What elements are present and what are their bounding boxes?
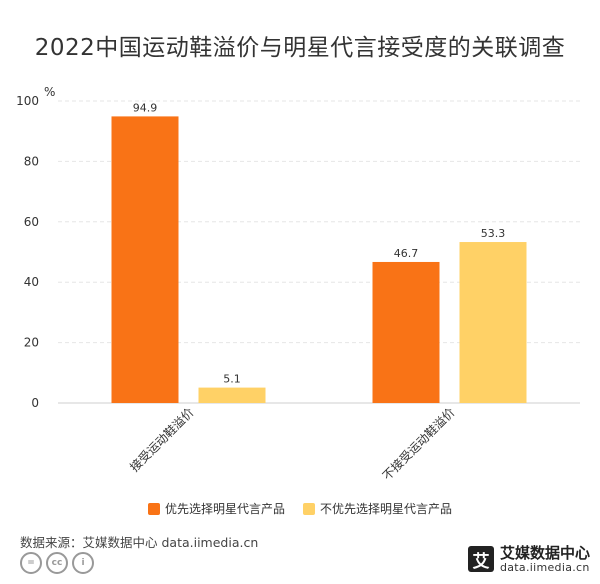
cc-equal-icon: = (20, 552, 42, 574)
x-tick-label: 接受运动鞋溢价 (127, 405, 197, 475)
data-label: 46.7 (394, 247, 419, 260)
legend-label: 不优先选择明星代言产品 (320, 502, 453, 516)
legend-label: 优先选择明星代言产品 (164, 502, 285, 516)
legend-item-series-1: 优先选择明星代言产品 (147, 500, 285, 517)
bar (372, 261, 440, 403)
y-axis-ticks: 0 20 40 60 80 100 (16, 94, 39, 410)
data-label: 94.9 (133, 101, 158, 114)
y-axis-label: % (44, 85, 55, 99)
legend-swatch (303, 502, 315, 515)
data-label: 5.1 (223, 373, 241, 386)
y-tick-label: 0 (31, 396, 39, 410)
legend-item-series-2: 不优先选择明星代言产品 (303, 500, 452, 517)
logo-mark: 艾 (467, 546, 494, 573)
legend: 优先选择明星代言产品 不优先选择明星代言产品 (0, 500, 600, 517)
y-tick-label: 80 (24, 154, 39, 168)
legend-swatch (147, 502, 160, 515)
bar (198, 387, 266, 403)
cc-icon: cc (46, 552, 68, 574)
bars: 94.9 5.1 46.7 53.3 (111, 101, 527, 403)
chart-title: 2022中国运动鞋溢价与明星代言接受度的关联调查 (34, 35, 566, 61)
source-note: 数据来源：艾媒数据中心 data.iimedia.cn (20, 535, 259, 550)
data-label: 53.3 (481, 227, 506, 240)
logo-url: data.iimedia.cn (499, 560, 590, 574)
bar (459, 242, 527, 403)
logo-name: 艾媒数据中心 (499, 544, 590, 562)
bar-chart: 0 20 40 60 80 100 % 94.9 5.1 46.7 53.3 接受运动鞋溢价 不接… (16, 85, 580, 483)
brand-logo: 艾 艾媒数据中心 data.iimedia.cn (467, 544, 590, 574)
x-axis-labels: 接受运动鞋溢价 不接受运动鞋溢价 (127, 405, 458, 483)
y-tick-label: 100 (16, 94, 39, 108)
x-tick-label: 不接受运动鞋溢价 (379, 405, 457, 483)
bar (111, 116, 179, 403)
license-icons: = cc i (20, 552, 94, 574)
cc-by-icon: i (72, 552, 94, 574)
y-tick-label: 40 (24, 275, 39, 289)
y-tick-label: 60 (24, 215, 39, 229)
y-tick-label: 20 (24, 336, 39, 350)
